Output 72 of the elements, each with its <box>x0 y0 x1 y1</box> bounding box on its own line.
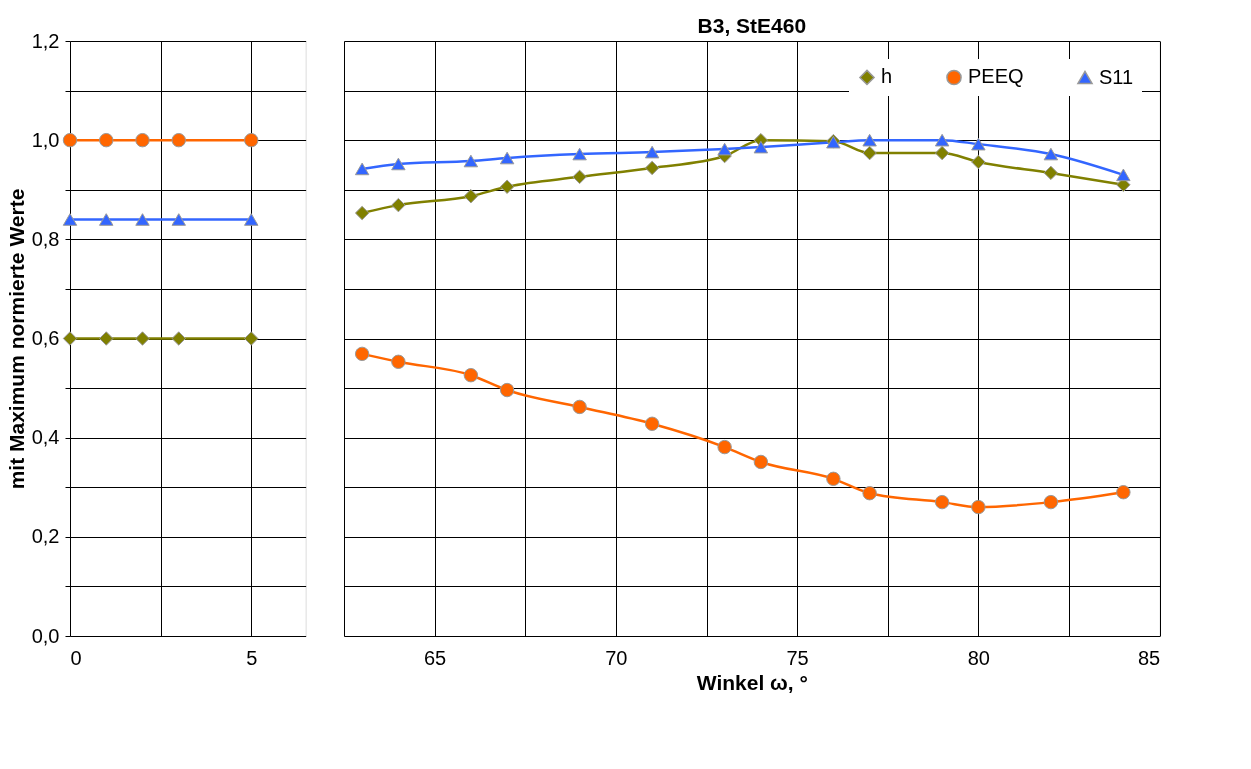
point <box>1116 485 1131 500</box>
point <box>644 416 660 431</box>
point <box>99 132 114 148</box>
point <box>934 145 950 161</box>
point <box>862 133 877 147</box>
point <box>826 471 841 487</box>
x-tick-label: 65 <box>424 646 447 669</box>
point <box>1116 168 1131 182</box>
x-tick-label: 0 <box>70 646 82 669</box>
point <box>499 382 515 398</box>
point <box>391 157 406 171</box>
point <box>644 160 660 176</box>
point <box>135 213 150 226</box>
y-tick-label: 0,4 <box>31 426 60 449</box>
x-tick-label: 75 <box>786 646 809 669</box>
point <box>354 205 370 221</box>
point <box>244 331 259 346</box>
point <box>99 331 114 346</box>
point <box>934 494 950 510</box>
point <box>463 154 479 168</box>
point <box>244 132 259 148</box>
point <box>171 331 186 346</box>
legend-label: PEEQ <box>968 65 1024 88</box>
point <box>1043 147 1059 161</box>
x-tick-label: 70 <box>605 646 628 669</box>
point <box>1043 494 1059 510</box>
point <box>934 133 950 147</box>
y-tick-label: 1,0 <box>31 128 60 151</box>
point <box>717 439 732 455</box>
chart-title: B3, StE460 <box>697 14 807 37</box>
y-tick-label: 0,8 <box>31 227 60 250</box>
x-tick-label: 80 <box>967 646 990 669</box>
point <box>971 137 986 151</box>
point <box>135 331 150 346</box>
point <box>62 132 78 148</box>
y-tick-label: 0,6 <box>31 327 60 349</box>
point <box>499 179 515 194</box>
point <box>499 151 515 165</box>
point <box>354 162 370 176</box>
point <box>862 145 877 161</box>
point <box>171 132 186 148</box>
y-tick-label: 0,0 <box>31 624 60 647</box>
point <box>62 331 78 346</box>
point <box>99 213 114 226</box>
point <box>971 499 986 515</box>
x-tick-label: 5 <box>246 646 258 669</box>
point <box>971 154 986 170</box>
y-tick-label: 0,2 <box>31 525 60 548</box>
point <box>572 169 587 185</box>
point <box>62 213 78 226</box>
point <box>244 213 259 226</box>
point <box>391 354 406 369</box>
x-axis-title: Winkel ω, ° <box>696 670 808 694</box>
point <box>572 399 587 415</box>
point <box>717 142 732 156</box>
point <box>572 147 587 161</box>
point <box>753 140 769 154</box>
point <box>354 346 370 362</box>
point <box>644 145 660 159</box>
point <box>753 454 769 470</box>
y-tick-label: 1,2 <box>31 29 60 52</box>
point <box>463 188 479 204</box>
legend-label: S11 <box>1099 65 1134 88</box>
legend-label: h <box>881 65 893 88</box>
x-tick-label: 85 <box>1137 646 1161 669</box>
y-axis-title: mit Maximum normierte Werte <box>4 188 28 490</box>
point <box>171 213 186 226</box>
point <box>862 486 877 501</box>
point <box>463 368 479 383</box>
point <box>135 132 150 148</box>
point <box>391 197 406 213</box>
point <box>1043 165 1059 181</box>
